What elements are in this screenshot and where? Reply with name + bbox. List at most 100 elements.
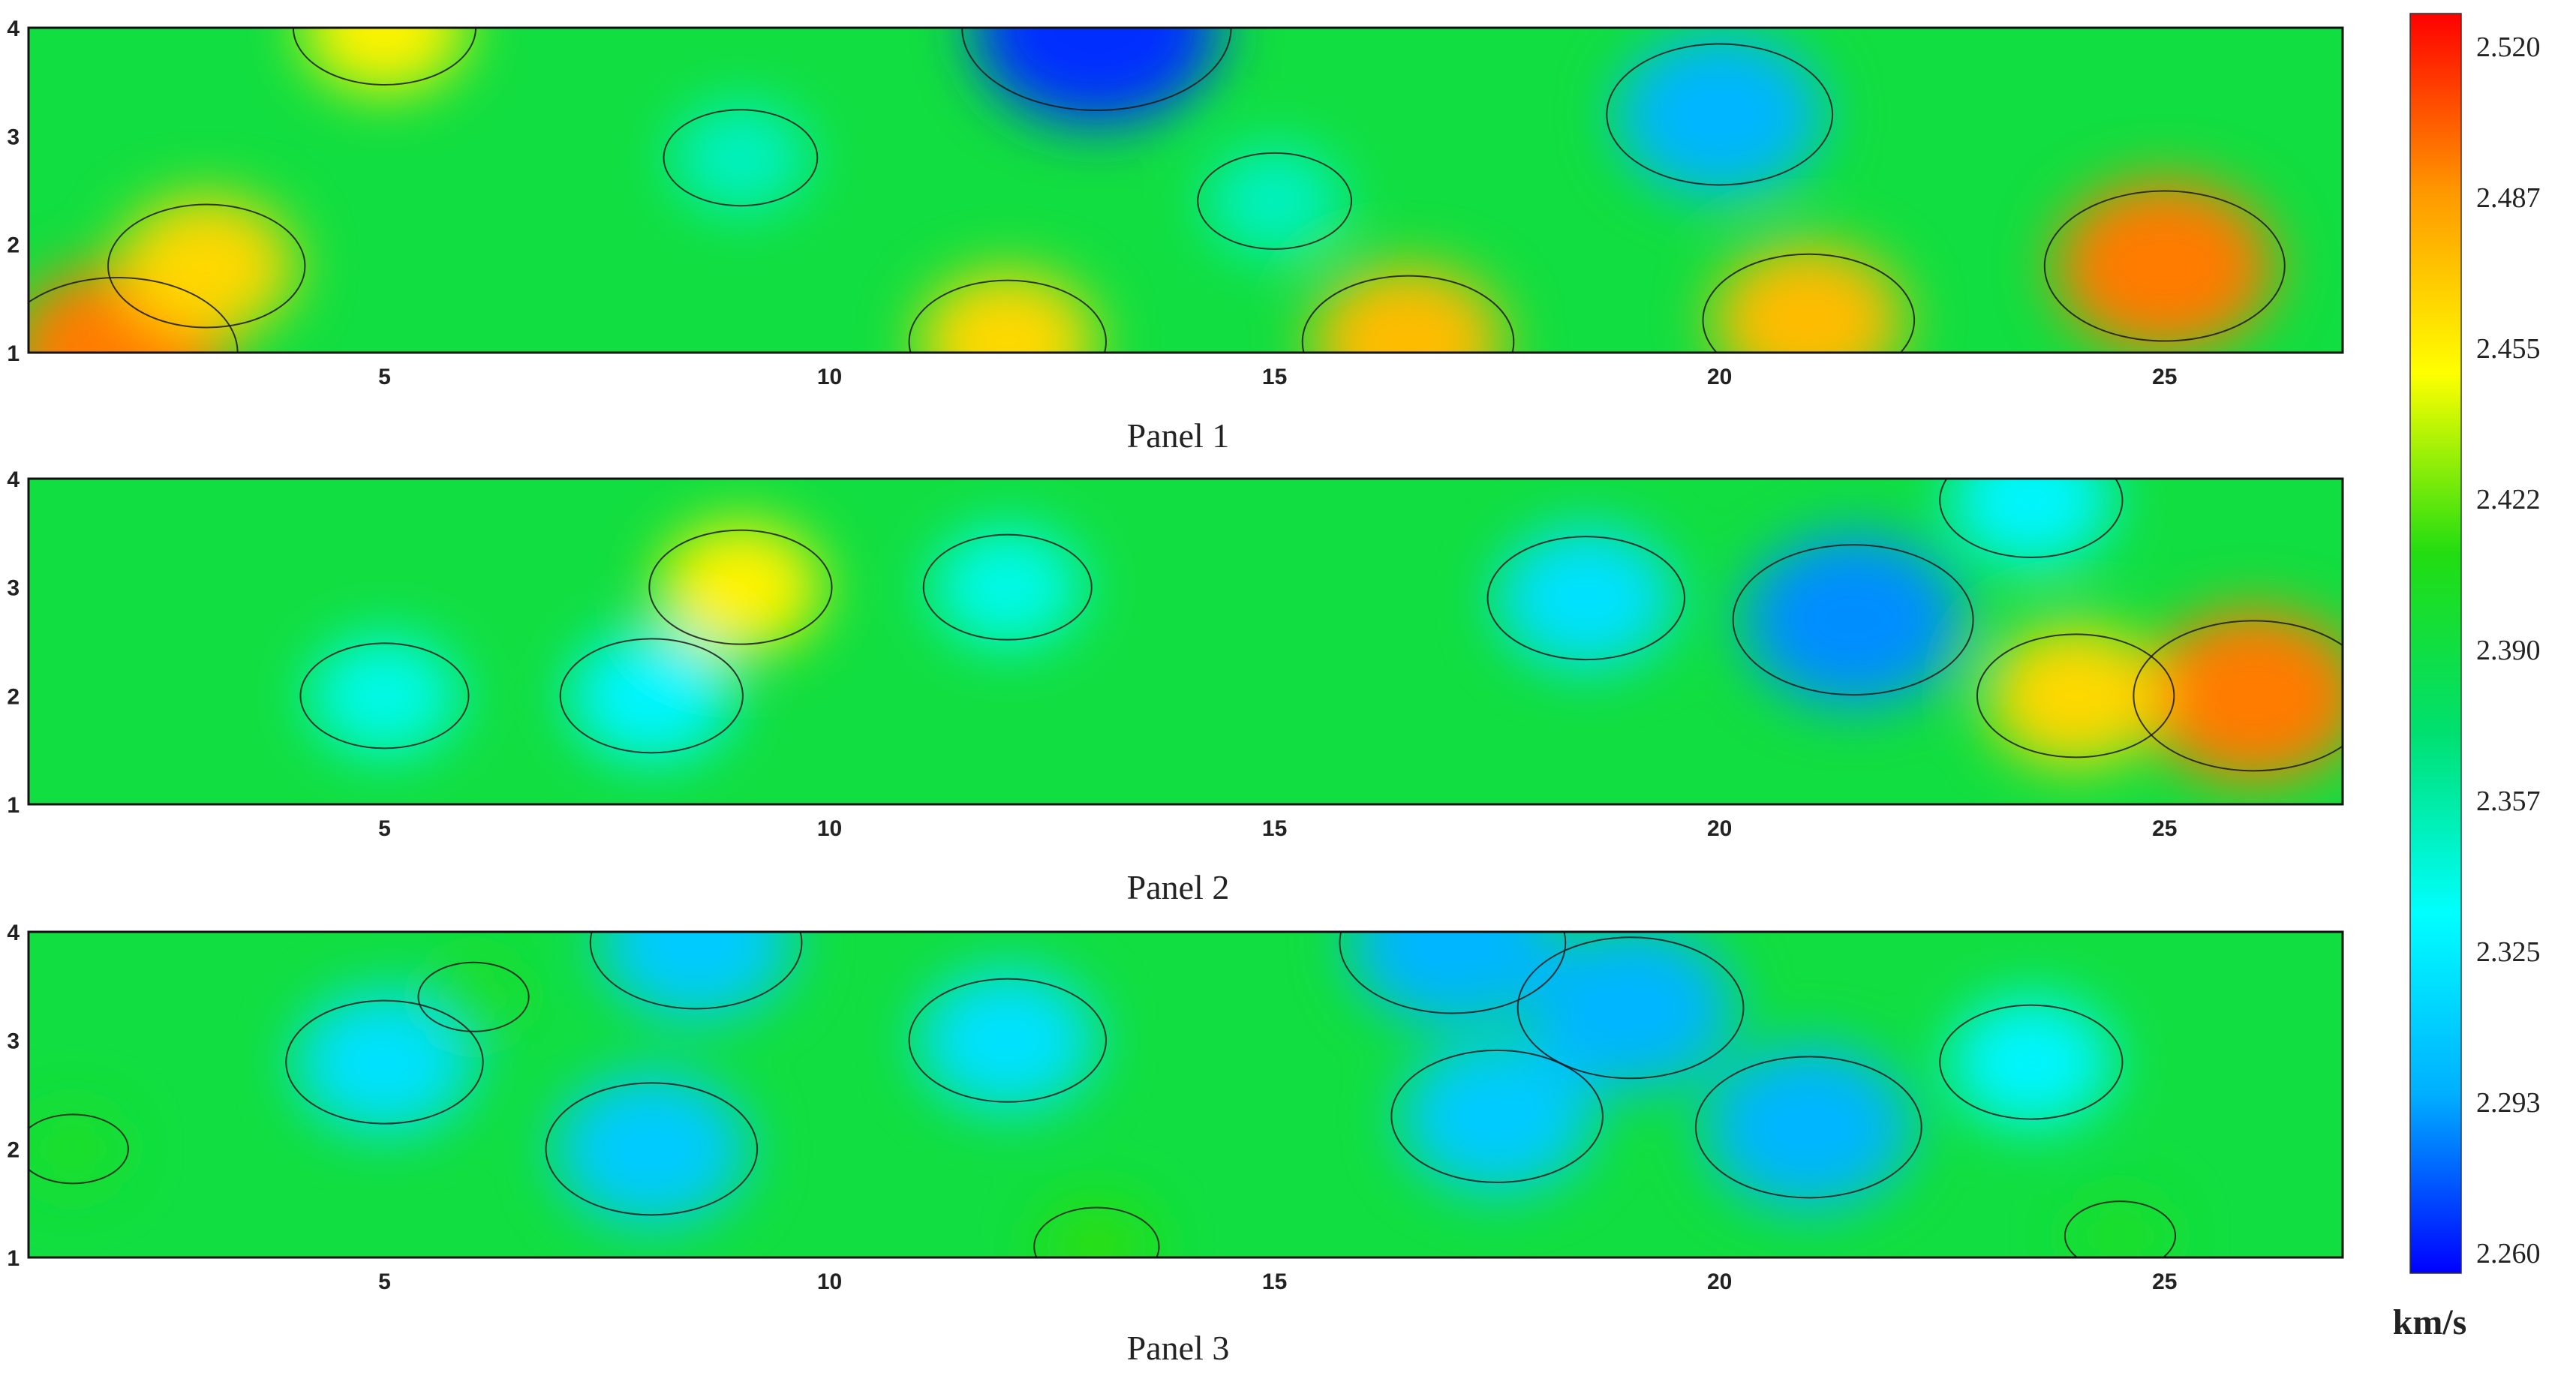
x-tick-label: 10 [817, 365, 842, 389]
heatmap-cell [309, 635, 460, 756]
y-tick-label: 4 [7, 17, 20, 41]
heatmap-cell [974, 28, 1219, 125]
heatmap-cell [2145, 609, 2343, 783]
y-tick-label: 1 [7, 341, 20, 366]
y-tick-label: 4 [7, 467, 20, 492]
contour-line [961, 28, 1232, 111]
contour-line [2043, 190, 2286, 342]
heatmap-cell [1706, 1046, 1911, 1209]
contour-line [1606, 43, 1834, 186]
contour-line [29, 1113, 129, 1185]
y-tick-label: 2 [7, 1137, 20, 1162]
y-tick-label: 3 [7, 1029, 20, 1054]
colorbar-tick-label: 2.325 [2476, 936, 2541, 968]
contour-line [1732, 544, 1974, 696]
contour-line [285, 999, 484, 1125]
colorbar-tick-label: 2.293 [2476, 1087, 2541, 1119]
heatmap-cell [2072, 1197, 2169, 1257]
heatmap-cell [672, 103, 809, 213]
plot-frame [27, 930, 2344, 1259]
heatmap-area [29, 28, 2343, 353]
panel-2: 1 2 3 4 5 10 15 20 25 Panel 2 [7, 467, 2344, 906]
heatmap-area [29, 479, 2343, 804]
x-tick-label: 15 [1262, 816, 1287, 841]
colorbar: 2.520 2.487 2.455 2.422 2.390 2.357 2.325 2.293… [2393, 13, 2541, 1342]
colorbar-tick-label: 2.455 [2476, 333, 2541, 365]
x-tick-label: 25 [2152, 1269, 2177, 1294]
heatmap-cell [1744, 533, 1962, 707]
heatmap-cell [600, 932, 792, 1019]
contour-line [922, 533, 1093, 641]
heatmap-cell [296, 991, 473, 1133]
x-tick-label: 15 [1262, 365, 1287, 389]
colorbar-tick-label: 2.422 [2476, 484, 2541, 515]
heatmap-cell [1312, 266, 1504, 353]
heatmap-cell [918, 969, 1096, 1111]
heatmap-cell [932, 527, 1083, 647]
heatmap-cell [1497, 527, 1675, 669]
plot-frame [27, 477, 2344, 806]
contour-line [559, 638, 744, 754]
heatmap-cell [918, 271, 1096, 353]
contour-line [1197, 152, 1353, 250]
contour-line [1486, 536, 1685, 661]
contour-line [663, 109, 819, 207]
y-tick-label: 2 [7, 233, 20, 258]
x-tick-label: 5 [378, 816, 391, 841]
panel-title: Panel 2 [1127, 868, 1230, 906]
heatmap-cell [1617, 33, 1822, 196]
heatmap-cell [1713, 244, 1904, 353]
heatmap-cell [570, 630, 734, 762]
heatmap-cell [1206, 146, 1343, 256]
x-tick-label: 25 [2152, 365, 2177, 389]
heatmap-cell [118, 195, 296, 337]
contour-line [29, 277, 239, 353]
heatmap-cell [1528, 932, 1733, 1089]
colorbar-unit-label: km/s [2393, 1302, 2467, 1342]
contour-line [545, 1082, 759, 1216]
contour-line [2133, 620, 2343, 772]
heatmap-cell [1350, 932, 1555, 1024]
colorbar-tick-label: 2.487 [2476, 182, 2541, 214]
contour-line [1939, 1004, 2124, 1120]
heatmap-cell [302, 28, 467, 93]
heatmap-cell [29, 1110, 122, 1188]
x-tick-label: 5 [378, 365, 391, 389]
heatmap-cell [556, 1073, 747, 1225]
heatmap-area [29, 932, 2343, 1257]
colorbar-tick-label: 2.520 [2476, 32, 2541, 63]
colorbar-gradient [2409, 13, 2462, 1274]
heatmap-cell [1402, 1040, 1593, 1192]
panel-3: 1 2 3 4 5 10 15 20 25 Panel 3 [7, 921, 2344, 1367]
contour-line [1033, 1206, 1160, 1257]
colorbar-tick-label: 2.357 [2476, 786, 2541, 817]
contour-line [1976, 633, 2175, 759]
contour-line [1939, 479, 2124, 558]
contour-line [1702, 253, 1916, 353]
contour-line [1390, 1049, 1604, 1183]
x-tick-label: 20 [1707, 816, 1732, 841]
panel-title: Panel 1 [1127, 416, 1230, 455]
panel-1: 1 2 3 4 5 10 15 20 25 Panel 1 [7, 17, 2344, 455]
contour-line [1694, 1056, 1922, 1199]
plot-frame [27, 26, 2344, 354]
heatmap-cell [1949, 479, 2113, 566]
contour-line [417, 961, 530, 1032]
contour-line [1301, 275, 1515, 353]
contour-line [107, 203, 306, 329]
y-tick-label: 3 [7, 125, 20, 149]
contour-line [292, 28, 477, 86]
x-tick-label: 20 [1707, 1269, 1732, 1294]
panel-title: Panel 3 [1127, 1329, 1230, 1367]
heatmap-cell [1949, 996, 2113, 1128]
colorbar-tick-label: 2.260 [2476, 1238, 2541, 1269]
heatmap-cell [1987, 625, 2165, 767]
contour-line [648, 529, 833, 645]
contour-line [1516, 936, 1745, 1080]
contour-line [299, 642, 470, 750]
contour-line [908, 279, 1107, 353]
contour-line [589, 932, 803, 1010]
x-tick-label: 25 [2152, 816, 2177, 841]
x-tick-label: 5 [378, 1269, 391, 1294]
y-tick-label: 1 [7, 1246, 20, 1271]
